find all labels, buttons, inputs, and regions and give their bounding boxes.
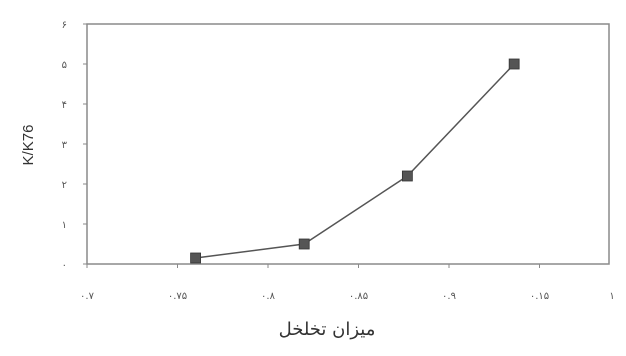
x-tick-label: ۰.۱۵ <box>530 291 549 302</box>
y-tick-label: ۲ <box>62 180 67 191</box>
series-line <box>195 63 515 259</box>
data-point-marker <box>508 58 520 70</box>
x-tick-label: ۰.۹ <box>442 291 456 302</box>
y-tick-label: ۰ <box>62 260 67 271</box>
y-tick-label: ۳ <box>62 140 68 151</box>
marker-group <box>190 58 520 264</box>
y-tick-label: ۶ <box>62 20 67 31</box>
y-tick-label: ۴ <box>62 100 67 111</box>
y-tick-label: ۱ <box>62 220 67 231</box>
x-axis-label: میزان تخلخل <box>279 319 376 340</box>
plot-area <box>86 23 610 265</box>
y-tick-group: ۰ ۱ ۲ ۳ ۴ ۵ ۶ <box>62 20 87 271</box>
x-tick-label: ۰.۸۵ <box>349 291 368 302</box>
data-point-marker <box>401 170 413 182</box>
x-tick-label: ۱ <box>609 291 614 302</box>
data-point-marker <box>190 252 202 264</box>
x-tick-label: ۰.۸ <box>261 291 276 302</box>
x-tick-group: ۰.۷ ۰.۷۵ ۰.۸ ۰.۸۵ ۰.۹ ۰.۱۵ ۱ <box>80 264 615 302</box>
data-point-marker <box>298 238 310 250</box>
x-tick-label: ۰.۷ <box>80 291 95 302</box>
y-tick-label: ۵ <box>62 60 67 71</box>
y-axis-label: K/K76 <box>20 125 37 166</box>
x-tick-label: ۰.۷۵ <box>168 291 187 302</box>
